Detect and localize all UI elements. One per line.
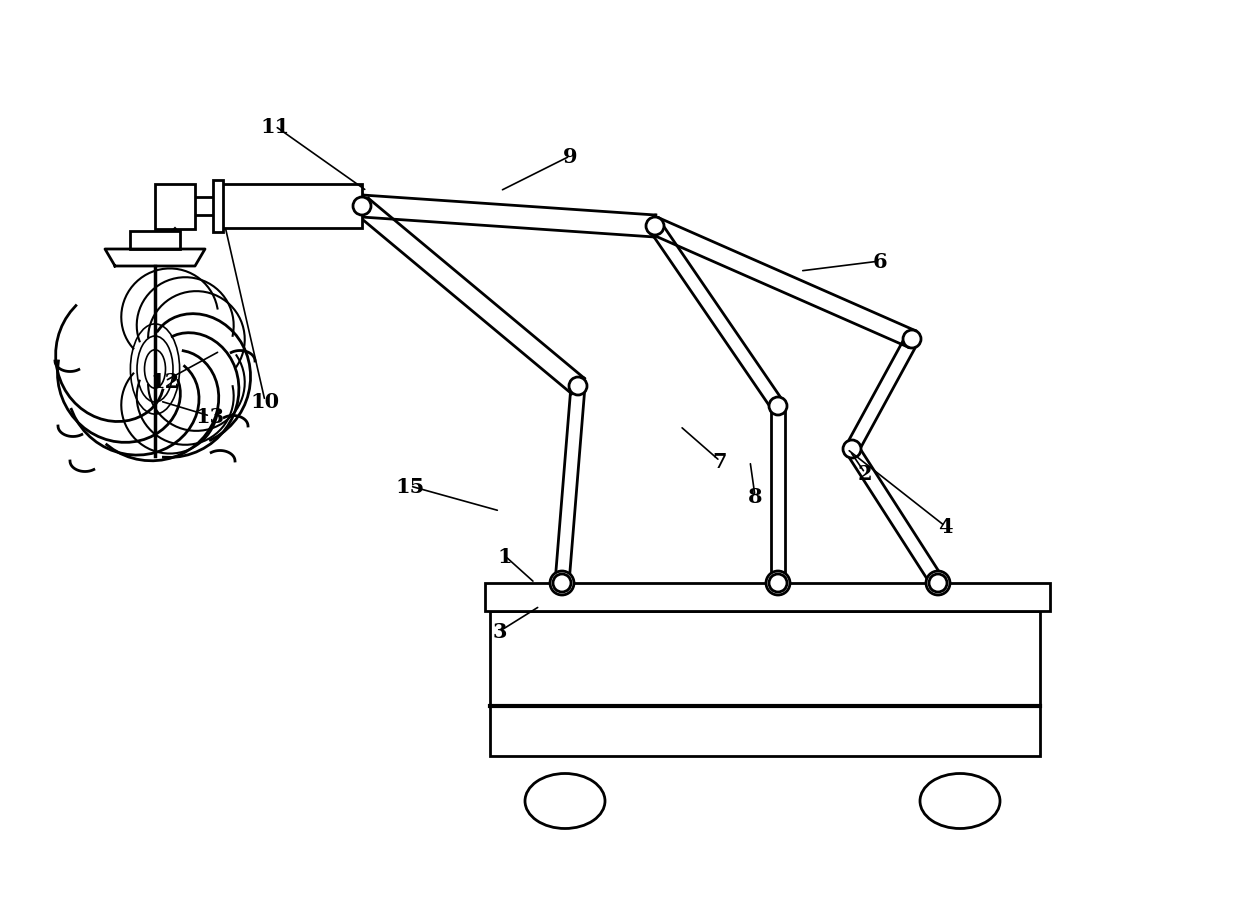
Text: 7: 7 xyxy=(713,452,727,472)
Text: 2: 2 xyxy=(858,464,872,484)
Text: 8: 8 xyxy=(748,486,763,507)
Circle shape xyxy=(929,574,947,592)
Circle shape xyxy=(553,574,570,592)
Ellipse shape xyxy=(920,773,999,829)
Text: 13: 13 xyxy=(196,406,224,426)
Text: 6: 6 xyxy=(873,251,888,271)
Bar xyxy=(175,198,218,216)
Bar xyxy=(490,611,1040,756)
Circle shape xyxy=(926,571,950,596)
Circle shape xyxy=(769,574,787,592)
Ellipse shape xyxy=(525,773,605,829)
Circle shape xyxy=(769,397,787,415)
Circle shape xyxy=(353,198,371,216)
Bar xyxy=(130,231,180,250)
Circle shape xyxy=(551,571,574,596)
Circle shape xyxy=(766,571,790,596)
Bar xyxy=(485,583,1050,611)
Text: 15: 15 xyxy=(396,476,424,496)
Bar xyxy=(218,185,362,229)
Circle shape xyxy=(843,441,861,458)
Circle shape xyxy=(569,377,587,395)
Text: 4: 4 xyxy=(937,517,952,537)
Bar xyxy=(213,180,223,233)
Text: 3: 3 xyxy=(492,621,507,641)
Polygon shape xyxy=(105,250,205,267)
Circle shape xyxy=(646,218,663,236)
Circle shape xyxy=(903,331,921,349)
Bar xyxy=(155,184,195,230)
Text: 10: 10 xyxy=(250,392,279,412)
Text: 11: 11 xyxy=(260,117,290,137)
Text: 1: 1 xyxy=(497,547,512,567)
Text: 9: 9 xyxy=(563,147,578,167)
Text: 12: 12 xyxy=(150,372,180,392)
